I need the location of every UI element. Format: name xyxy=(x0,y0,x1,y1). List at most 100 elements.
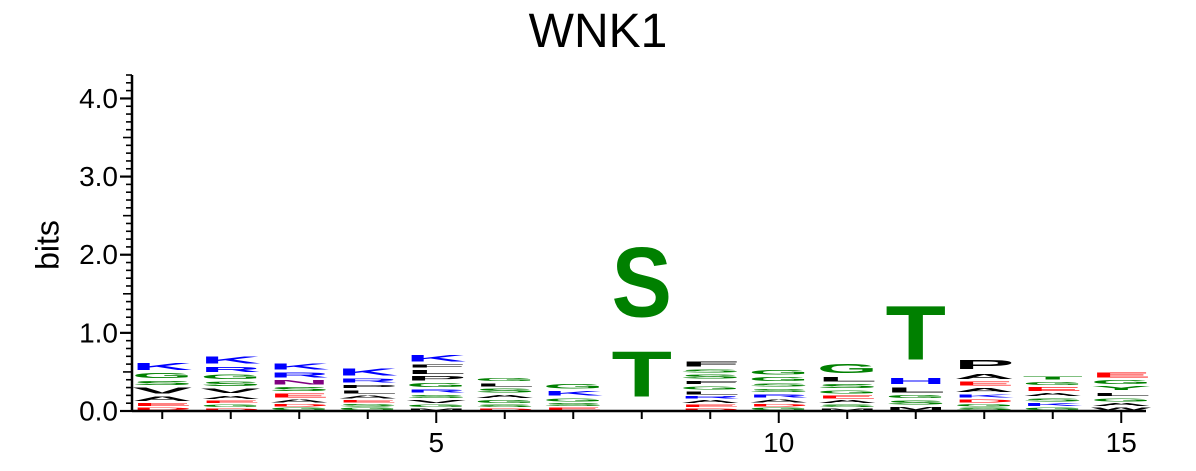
axes: 0.0 1.0 2.0 3.0 4.0 5 10 15 xyxy=(79,74,1146,458)
logo-letters: DEAVSGKDGEAVSGRKGDAESNRKGSEALPRKMGVSRGPL… xyxy=(132,228,1152,411)
logo-letter-e: E xyxy=(954,381,1014,387)
logo-letter-r: R xyxy=(680,395,740,399)
logo-letter-e: E xyxy=(817,395,878,400)
logo-letter-l: L xyxy=(680,391,740,396)
y-tick-label: 2.0 xyxy=(79,239,118,270)
logo-letter-t: T xyxy=(1023,375,1084,380)
logo-letter-a: A xyxy=(132,395,192,402)
logo-letter-r: R xyxy=(749,393,810,399)
logo-letter-l: L xyxy=(475,382,535,387)
logo-letter-f: F xyxy=(680,380,740,385)
logo-letter-r: R xyxy=(269,371,330,379)
logo-letter-e: E xyxy=(543,407,604,411)
logo-letter-g: G xyxy=(1023,380,1083,385)
logo-letter-g: G xyxy=(132,372,193,380)
logo-letter-g: G xyxy=(749,369,809,376)
logo-letter-v: V xyxy=(201,388,262,395)
logo-letter-k: K xyxy=(338,366,398,377)
logo-letter-e: E xyxy=(1023,386,1083,392)
logo-letter-w: W xyxy=(1091,407,1152,411)
logo-letter-s: S xyxy=(954,407,1015,411)
logo-letter-d: D xyxy=(475,408,535,411)
logo-letter-g: G xyxy=(543,397,603,402)
logo-letter-g: G xyxy=(749,376,810,382)
logo-letter-y: Y xyxy=(1091,385,1151,391)
logo-letter-g: G xyxy=(338,407,398,411)
x-tick-label: 15 xyxy=(1106,427,1137,458)
logo-letter-l: L xyxy=(1091,391,1151,396)
logo-letter-g: G xyxy=(406,404,466,408)
logo-letter-l: L xyxy=(338,389,398,394)
logo-letter-l: L xyxy=(886,386,946,394)
x-tick-label: 10 xyxy=(763,427,794,458)
logo-letter-s: S xyxy=(886,399,946,405)
logo-letter-a: A xyxy=(1091,402,1151,407)
logo-letter-a: A xyxy=(475,394,536,400)
logo-letter-a: A xyxy=(1023,392,1083,397)
logo-letter-a: A xyxy=(749,398,809,403)
logo-letter-g: G xyxy=(1091,379,1152,385)
logo-letter-s: S xyxy=(1023,397,1084,402)
y-tick-label: 1.0 xyxy=(79,317,118,348)
logo-letter-d: D xyxy=(680,408,740,411)
logo-letter-s: S xyxy=(680,373,740,379)
logo-letter-e: E xyxy=(201,400,262,404)
logo-letter-p: P xyxy=(406,375,466,382)
logo-letter-g: G xyxy=(543,383,603,390)
y-axis-title: bits xyxy=(29,220,65,270)
logo-letter-s: S xyxy=(132,380,192,386)
logo-letter-e: E xyxy=(680,404,741,408)
logo-letter-g: G xyxy=(817,389,877,394)
x-tick-label: 5 xyxy=(428,427,444,458)
logo-letter-g: G xyxy=(1091,397,1151,402)
logo-letter-s: S xyxy=(269,386,329,392)
logo-letter-s: S xyxy=(201,381,261,388)
logo-letter-g: G xyxy=(749,407,809,411)
logo-letter-e: E xyxy=(1091,371,1151,379)
logo-letter-k: K xyxy=(132,361,192,372)
logo-letter-s: S xyxy=(817,383,877,389)
logo-letter-f: F xyxy=(406,363,466,368)
logo-letter-d: D xyxy=(132,407,192,411)
logo-letter-k: K xyxy=(406,353,467,363)
logo-letter-n: N xyxy=(269,379,329,386)
logo-letter-a: A xyxy=(817,399,877,404)
logo-letter-l: L xyxy=(406,369,466,375)
logo-letter-g: G xyxy=(406,382,467,388)
logo-letter-r: R xyxy=(338,377,399,383)
logo-letter-f: F xyxy=(680,360,740,368)
y-tick-label: 4.0 xyxy=(79,83,118,114)
logo-letter-g: G xyxy=(201,404,261,408)
logo-letter-g: G xyxy=(201,373,261,380)
logo-letter-k: K xyxy=(201,355,261,366)
chart-title: WNK1 xyxy=(528,5,668,58)
logo-letter-k: K xyxy=(1023,402,1084,407)
logo-letter-g: G xyxy=(680,385,740,390)
logo-letter-p: P xyxy=(338,384,399,389)
logo-letter-e: E xyxy=(269,392,329,398)
logo-letter-g: G xyxy=(475,377,535,382)
logo-letter-g: G xyxy=(269,407,329,411)
y-tick-label: 0.0 xyxy=(79,396,118,427)
logo-letter-r: R xyxy=(201,366,262,374)
logo-letter-s: S xyxy=(749,388,810,393)
logo-letter-m: M xyxy=(817,408,877,411)
logo-letter-l: L xyxy=(817,376,877,383)
logo-letter-v: V xyxy=(406,399,467,404)
logo-letter-a: A xyxy=(680,399,740,404)
logo-letter-t: T xyxy=(886,290,946,376)
logo-letter-s: S xyxy=(406,394,467,399)
logo-letter-g: G xyxy=(886,394,946,399)
logo-letter-g: G xyxy=(1023,407,1083,411)
logo-letter-v: V xyxy=(132,386,193,395)
logo-letter-h: H xyxy=(886,377,946,386)
logo-letter-d: D xyxy=(954,398,1014,403)
logo-letter-s: S xyxy=(475,404,536,408)
logo-letter-s: S xyxy=(475,388,535,394)
logo-letter-s: S xyxy=(749,382,810,387)
logo-letter-s: S xyxy=(612,228,672,339)
logo-letter-s: S xyxy=(543,402,604,407)
logo-letter-d: D xyxy=(749,403,809,407)
logo-letter-g: G xyxy=(817,362,877,376)
